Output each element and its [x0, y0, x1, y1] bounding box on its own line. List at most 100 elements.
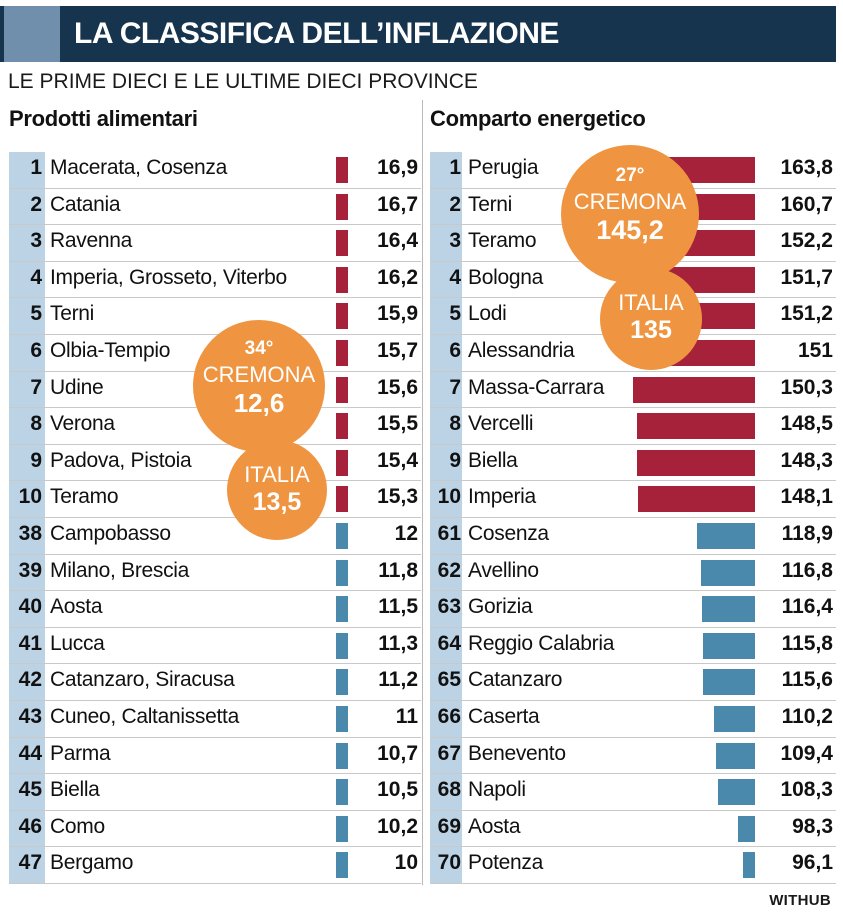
row-rank: 9 [30, 448, 42, 472]
table-row: 62 Avellino 116,8 [430, 555, 836, 592]
row-value: 116,4 [781, 595, 833, 619]
page-title: LA CLASSIFICA DELL’INFLAZIONE [74, 17, 559, 50]
row-province: Massa-Carrara [468, 375, 605, 399]
row-province: Terni [468, 192, 513, 216]
table-row: 4 Imperia, Grosseto, Viterbo 16,2 [9, 262, 421, 299]
energy-chart-title: Comparto energetico [430, 106, 646, 131]
row-province: Benevento [468, 741, 566, 765]
row-value: 151,7 [780, 265, 833, 289]
table-row: 70 Potenza 96,1 [430, 847, 836, 884]
row-value: 152,2 [780, 229, 833, 253]
row-bar [633, 376, 755, 403]
row-rank: 2 [449, 192, 461, 216]
row-value: 116,8 [781, 558, 833, 582]
row-rank: 38 [18, 522, 42, 545]
row-province: Catania [50, 192, 121, 216]
row-bar [336, 266, 348, 293]
table-row: 65 Catanzaro 115,6 [430, 664, 836, 701]
rank-strip [9, 152, 45, 884]
row-province: Cosenza [468, 522, 549, 545]
row-value: 16,7 [377, 192, 418, 216]
row-rank: 7 [449, 375, 461, 399]
row-rank: 6 [30, 339, 42, 362]
row-bar [336, 486, 348, 513]
row-rank: 6 [449, 339, 461, 362]
italia-food-bubble: ITALIA 13,5 [227, 440, 327, 540]
row-bar [336, 706, 348, 732]
row-value: 98,3 [792, 814, 833, 838]
row-bar [336, 632, 348, 659]
credit-label: WITHUB [769, 892, 831, 909]
row-bar [715, 742, 755, 769]
row-bar [336, 340, 348, 366]
row-bar [637, 486, 755, 513]
row-province: Como [50, 814, 105, 838]
row-rank: 69 [437, 814, 461, 838]
table-row: 63 Gorizia 116,4 [430, 591, 836, 628]
table-row: 9 Biella 148,3 [430, 445, 836, 482]
row-province: Reggio Calabria [468, 631, 615, 655]
table-row: 6 Alessandria 151 [430, 335, 836, 372]
row-province: Lodi [468, 302, 507, 326]
row-bar [336, 523, 348, 549]
table-row: 39 Milano, Brescia 11,8 [9, 555, 421, 592]
table-row: 40 Aosta 11,5 [9, 591, 421, 628]
row-rank: 66 [437, 705, 461, 728]
row-province: Udine [50, 375, 104, 399]
bubble-name: ITALIA [244, 462, 310, 487]
row-rank: 67 [437, 741, 461, 765]
row-province: Cuneo, Caltanissetta [50, 705, 239, 728]
row-rank: 5 [449, 302, 461, 326]
row-value: 10,7 [377, 741, 418, 765]
cremona-food-bubble: 34° CREMONA 12,6 [193, 320, 325, 452]
row-province: Macerata, Cosenza [50, 156, 227, 179]
table-row: 67 Benevento 109,4 [430, 738, 836, 775]
row-bar [336, 815, 348, 842]
row-bar [336, 669, 348, 696]
row-bar [336, 376, 348, 403]
row-value: 160,7 [780, 192, 833, 216]
row-rank: 46 [18, 814, 42, 838]
row-value: 163,8 [780, 156, 833, 179]
row-value: 150,3 [780, 375, 833, 399]
table-row: 44 Parma 10,7 [9, 738, 421, 775]
row-province: Napoli [468, 778, 526, 802]
row-value: 151,2 [780, 302, 833, 326]
bubble-name: CREMONA [202, 362, 316, 387]
row-value: 16,4 [377, 229, 418, 253]
bubble-rank: 34° [244, 338, 274, 359]
column-divider [422, 100, 423, 885]
italia-energy-bubble: ITALIA 135 [600, 268, 702, 370]
row-province: Aosta [468, 814, 521, 838]
row-rank: 5 [30, 302, 42, 326]
row-bar [336, 303, 348, 330]
row-value: 15,5 [377, 412, 418, 436]
row-rank: 45 [18, 778, 42, 802]
row-province: Terni [50, 302, 95, 326]
row-value: 148,5 [780, 412, 833, 436]
row-rank: 64 [437, 631, 461, 655]
table-row: 5 Terni 15,9 [9, 298, 421, 335]
table-row: 42 Catanzaro, Siracusa 11,2 [9, 664, 421, 701]
row-rank: 4 [30, 265, 42, 289]
row-bar [718, 779, 755, 806]
table-row: 69 Aosta 98,3 [430, 811, 836, 848]
row-value: 118,9 [781, 522, 833, 545]
table-row: 68 Napoli 108,3 [430, 774, 836, 811]
row-province: Milano, Brescia [50, 558, 190, 582]
row-bar [336, 742, 348, 769]
row-province: Ravenna [50, 229, 132, 253]
row-province: Biella [468, 448, 518, 472]
row-value: 115,6 [781, 668, 833, 692]
table-row: 64 Reggio Calabria 115,8 [430, 628, 836, 665]
row-province: Padova, Pistoia [50, 448, 192, 472]
row-bar [336, 559, 348, 586]
header-banner: LA CLASSIFICA DELL’INFLAZIONE [0, 6, 836, 62]
row-value: 10,5 [377, 778, 418, 802]
row-value: 11,3 [378, 631, 418, 655]
header-square [4, 6, 60, 62]
table-row: 1 Macerata, Cosenza 16,9 [9, 152, 421, 189]
row-province: Teramo [50, 485, 119, 509]
table-row: 3 Ravenna 16,4 [9, 225, 421, 262]
row-rank: 42 [18, 668, 42, 692]
